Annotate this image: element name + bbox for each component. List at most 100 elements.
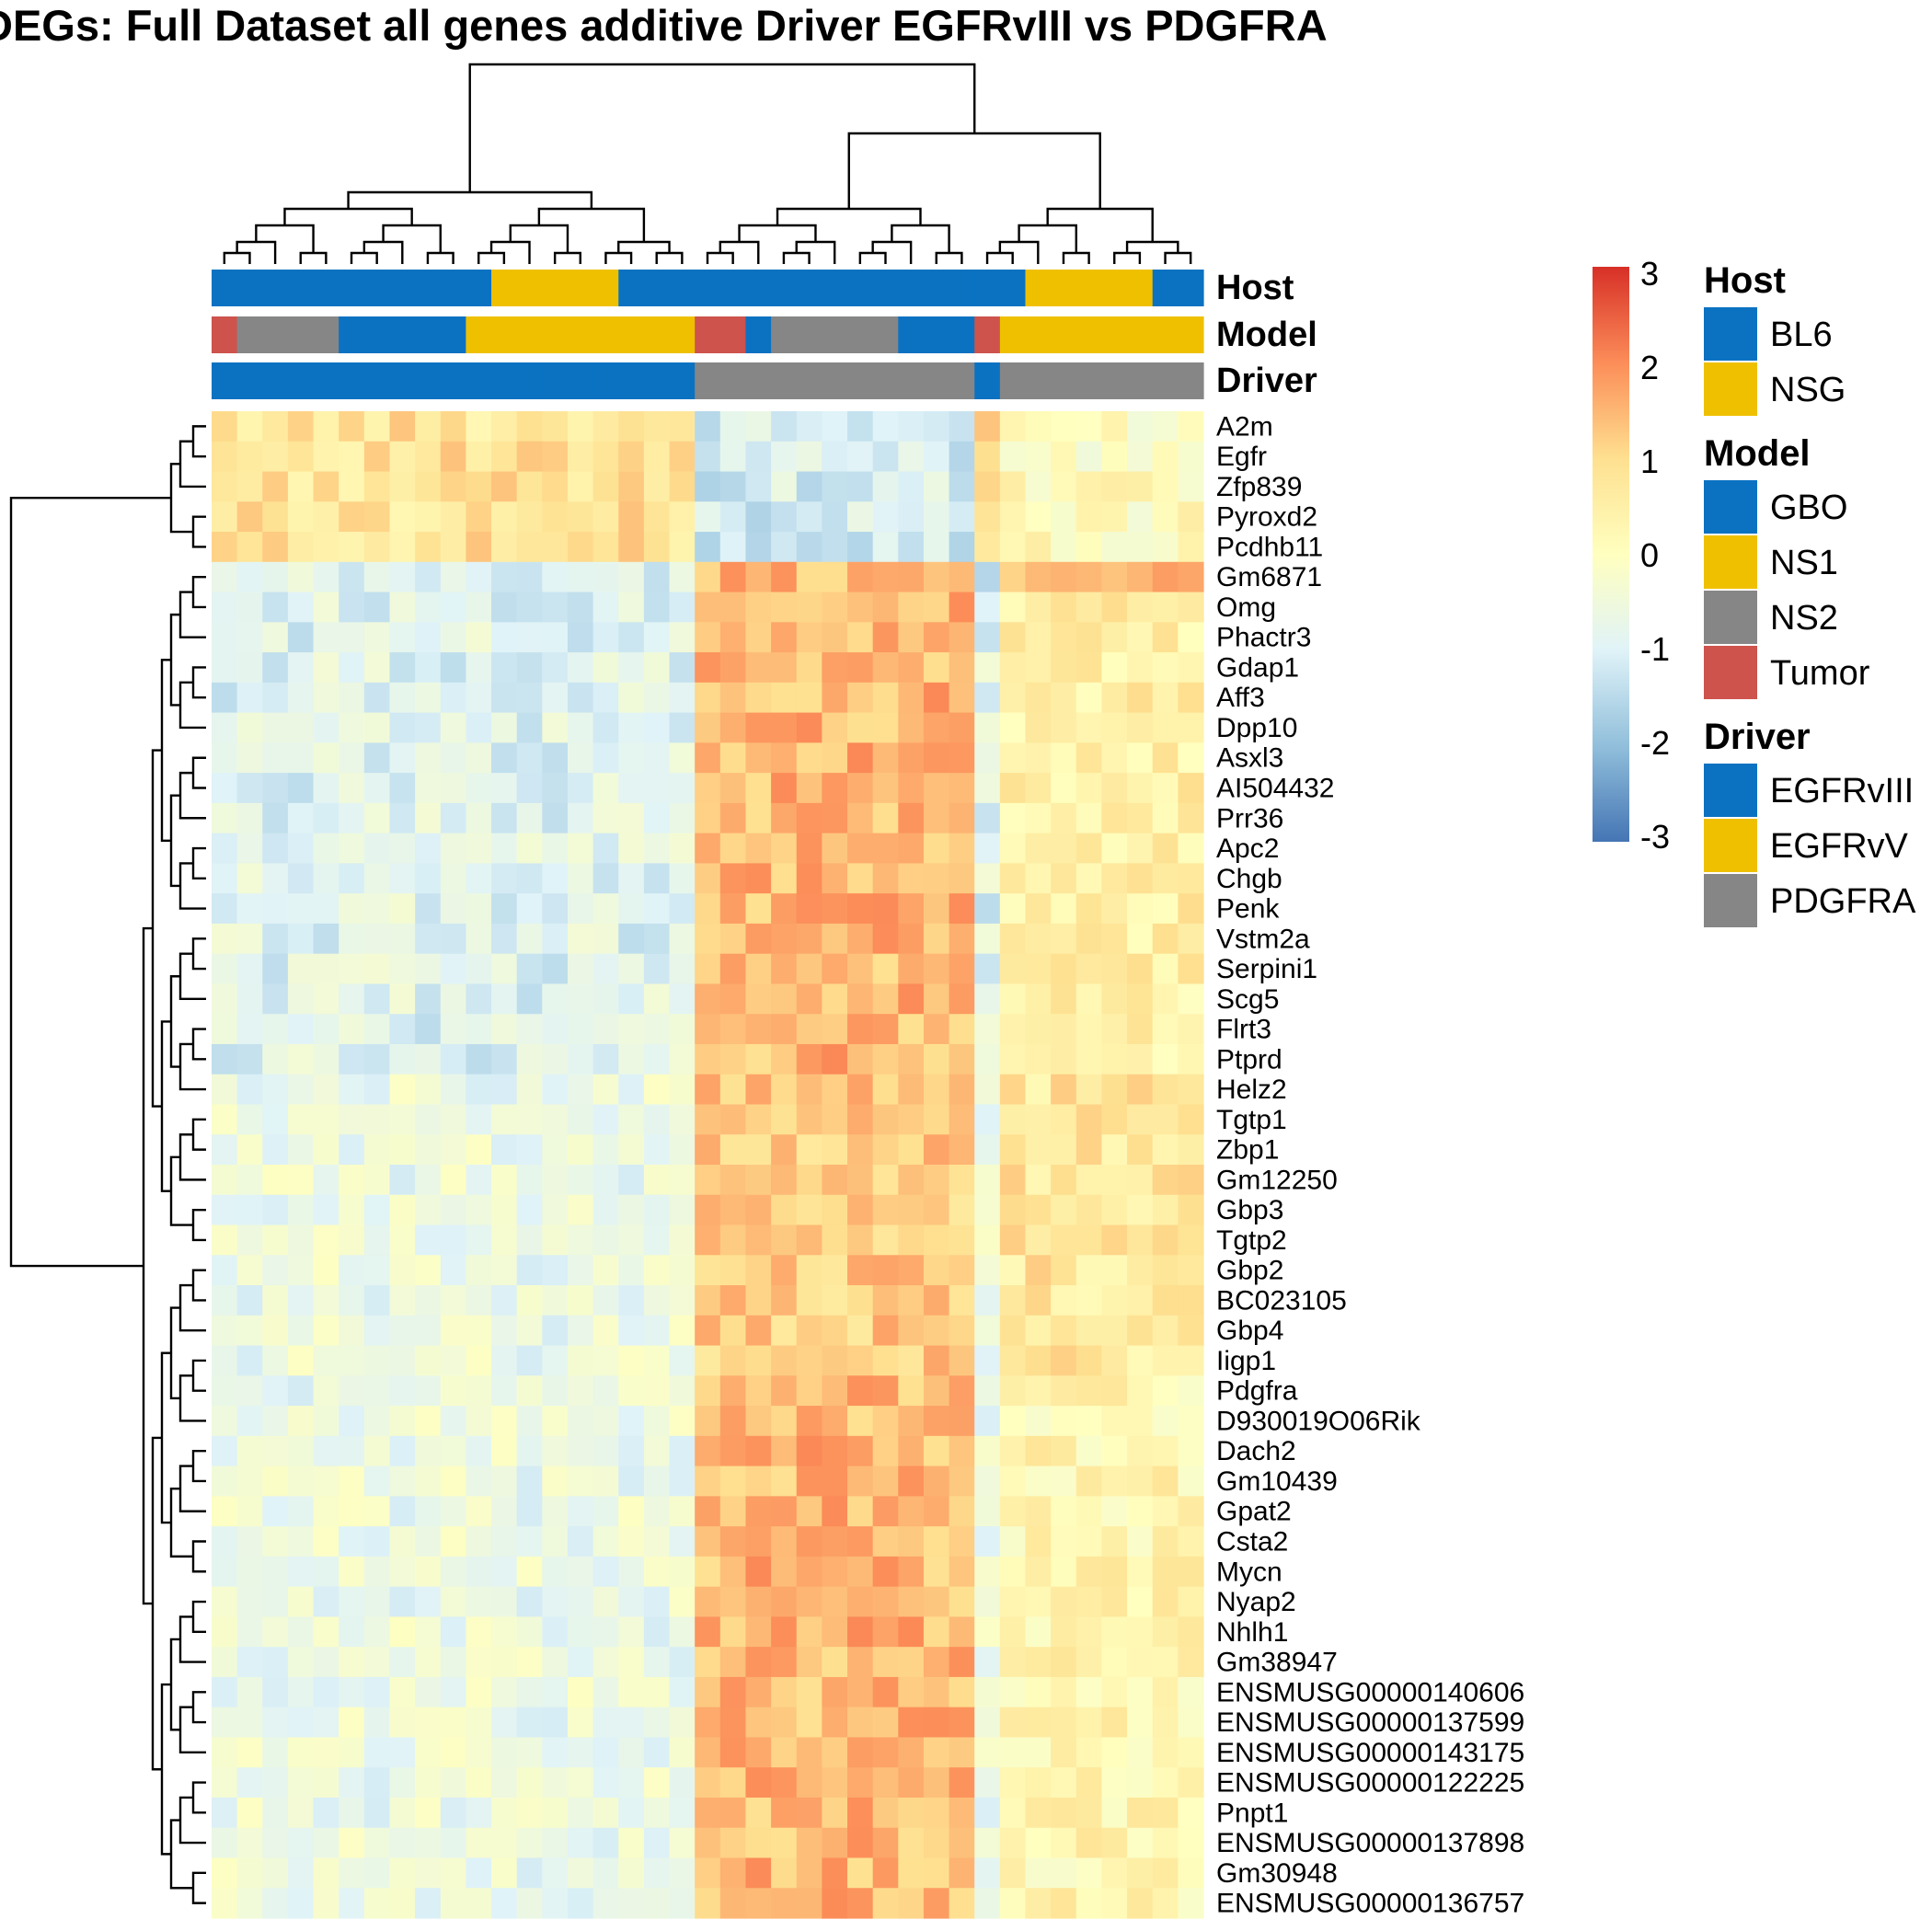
heatmap-cell <box>745 1224 772 1256</box>
heatmap-cell <box>974 1134 1001 1166</box>
heatmap-cell <box>516 1285 543 1316</box>
heatmap-cell <box>466 1043 492 1075</box>
heatmap-cell <box>923 1406 950 1437</box>
heatmap-cell <box>339 1014 365 1045</box>
heatmap-cell <box>363 1104 391 1135</box>
heatmap-cell <box>999 1345 1027 1376</box>
heatmap-cell <box>542 1857 569 1889</box>
heatmap-cell <box>1127 1315 1154 1347</box>
heatmap-cell <box>898 532 925 563</box>
heatmap-cell <box>669 1014 696 1045</box>
heatmap-cell <box>695 1797 721 1829</box>
heatmap-cell <box>898 1134 925 1166</box>
heatmap-cell <box>695 1676 721 1708</box>
heatmap-cell <box>974 1767 1001 1799</box>
heatmap-cell <box>898 712 925 743</box>
heatmap-cell <box>415 1285 442 1316</box>
heatmap-cell <box>796 532 822 563</box>
heatmap-cell <box>466 1406 492 1437</box>
heatmap-cell <box>212 411 238 443</box>
heatmap-cell <box>389 1014 416 1045</box>
heatmap-cell <box>1127 923 1154 955</box>
heatmap-cell <box>1127 833 1154 864</box>
heatmap-cell <box>872 1285 899 1316</box>
heatmap-cell <box>440 1255 467 1286</box>
heatmap-cell <box>313 501 339 533</box>
heatmap-cell <box>745 561 772 593</box>
heatmap-cell <box>745 1797 772 1829</box>
heatmap-cell <box>1127 1737 1154 1768</box>
heatmap-cell <box>1101 1255 1128 1286</box>
heatmap-cell <box>339 1165 365 1196</box>
dendrogram-link <box>191 425 206 458</box>
heatmap-cell <box>339 1797 365 1829</box>
heatmap-cell <box>669 802 696 834</box>
heatmap-cell <box>363 953 391 985</box>
heatmap-cell <box>999 1315 1027 1347</box>
heatmap-cell <box>695 532 721 563</box>
heatmap-cell <box>287 1194 315 1226</box>
heatmap-cell <box>592 1827 619 1859</box>
heatmap-cell <box>363 1586 391 1617</box>
heatmap-cell <box>719 953 747 985</box>
heatmap-cell <box>236 1014 263 1045</box>
heatmap-cell <box>466 652 492 684</box>
heatmap-cell <box>643 1556 671 1588</box>
heatmap-cell <box>771 1827 798 1859</box>
heatmap-cell <box>363 1647 391 1678</box>
heatmap-cell <box>898 983 925 1015</box>
heatmap-cell <box>796 1165 822 1196</box>
heatmap-cell <box>415 1406 442 1437</box>
heatmap-cell <box>923 1255 950 1286</box>
annotation-cell <box>974 316 1001 353</box>
heatmap-cell <box>516 833 543 864</box>
heatmap-cell <box>516 1676 543 1708</box>
heatmap-cell <box>491 1134 518 1166</box>
heatmap-cell <box>719 471 747 502</box>
heatmap-cell <box>974 802 1001 834</box>
heatmap-cell <box>1075 652 1103 684</box>
heatmap-cell <box>1101 802 1128 834</box>
heatmap-cell <box>363 1375 391 1407</box>
heatmap-cell <box>695 1496 721 1527</box>
heatmap-cell <box>1152 1345 1179 1376</box>
heatmap-cell <box>567 1224 594 1256</box>
heatmap-cell <box>363 983 391 1015</box>
heatmap-cell <box>618 833 645 864</box>
heatmap-cell <box>796 1134 822 1166</box>
heatmap-cell <box>669 1857 696 1889</box>
annotation-cell <box>745 316 772 353</box>
heatmap-cell <box>643 742 671 774</box>
heatmap-cell <box>363 561 391 593</box>
heatmap-cell <box>516 983 543 1015</box>
heatmap-cell <box>389 1767 416 1799</box>
heatmap-cell <box>415 1224 442 1256</box>
heatmap-cell <box>440 1496 467 1527</box>
heatmap-cell <box>822 1285 848 1316</box>
heatmap-cell <box>719 1074 747 1106</box>
heatmap-cell <box>1101 1104 1128 1135</box>
heatmap-cell <box>1025 1888 1052 1919</box>
gene-label: Tgtp1 <box>1216 1105 1287 1135</box>
heatmap-cell <box>212 622 238 653</box>
heatmap-cell <box>415 1375 442 1407</box>
heatmap-cell <box>1025 1014 1052 1045</box>
heatmap-cell <box>236 1043 263 1075</box>
annotation-label: Model <box>1216 316 1317 354</box>
heatmap-cell <box>822 742 848 774</box>
heatmap-cell <box>847 833 874 864</box>
heatmap-cell <box>415 1767 442 1799</box>
heatmap-cell <box>491 1345 518 1376</box>
column-dendrogram <box>223 63 1192 264</box>
heatmap-cell <box>389 1465 416 1497</box>
heatmap-cell <box>415 1827 442 1859</box>
heatmap-cell <box>592 712 619 743</box>
heatmap-cell <box>567 1104 594 1135</box>
annotation-cell <box>1025 316 1052 353</box>
annotation-cell <box>389 270 416 306</box>
heatmap-cell <box>363 893 391 925</box>
heatmap-cell <box>872 983 899 1015</box>
heatmap-cell <box>999 742 1027 774</box>
heatmap-cell <box>567 1676 594 1708</box>
heatmap-cell <box>516 923 543 955</box>
